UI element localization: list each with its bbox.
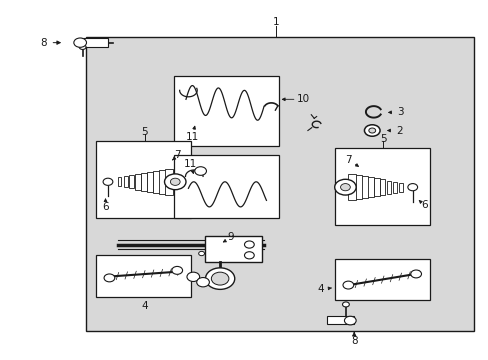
Bar: [386, 180, 390, 194]
Circle shape: [205, 268, 234, 289]
Text: 5: 5: [141, 127, 147, 136]
Circle shape: [79, 44, 86, 49]
Text: 9: 9: [227, 232, 234, 242]
Text: 8: 8: [350, 336, 357, 346]
Bar: [141, 173, 147, 190]
Bar: [205, 235, 261, 262]
Circle shape: [194, 167, 206, 175]
Bar: [399, 183, 402, 192]
Text: 6: 6: [421, 200, 427, 210]
Text: 7: 7: [174, 150, 181, 160]
Bar: [379, 180, 385, 195]
Circle shape: [342, 281, 353, 289]
Bar: [334, 148, 429, 225]
Circle shape: [186, 272, 199, 282]
Bar: [147, 172, 153, 192]
Bar: [334, 259, 429, 300]
Text: 4: 4: [141, 301, 147, 311]
Circle shape: [171, 266, 182, 274]
Bar: [153, 171, 160, 193]
Bar: [360, 176, 367, 198]
Circle shape: [211, 272, 228, 285]
Circle shape: [244, 252, 254, 259]
Text: 10: 10: [296, 94, 309, 104]
Bar: [96, 255, 190, 297]
Circle shape: [104, 274, 115, 282]
Circle shape: [368, 128, 375, 133]
Text: 3: 3: [396, 107, 403, 117]
Text: 1: 1: [272, 17, 279, 27]
Bar: [354, 175, 361, 199]
Circle shape: [198, 251, 204, 256]
Text: 11: 11: [185, 132, 199, 142]
Bar: [118, 177, 121, 186]
Circle shape: [74, 38, 86, 47]
Bar: [129, 175, 134, 188]
Bar: [123, 176, 127, 187]
Bar: [347, 174, 355, 200]
Bar: [96, 140, 190, 218]
Circle shape: [103, 178, 113, 185]
Text: 11: 11: [183, 159, 196, 169]
Bar: [173, 76, 278, 146]
Text: 2: 2: [395, 126, 402, 135]
Bar: [366, 177, 373, 197]
Bar: [86, 37, 473, 330]
Circle shape: [196, 278, 209, 287]
Text: 8: 8: [40, 38, 46, 48]
Bar: [392, 181, 396, 193]
Bar: [173, 155, 278, 218]
Text: 4: 4: [317, 284, 324, 294]
Circle shape: [407, 184, 417, 191]
Circle shape: [410, 270, 421, 278]
Bar: [158, 170, 166, 194]
Bar: [373, 179, 379, 196]
Circle shape: [342, 302, 348, 307]
Bar: [135, 174, 140, 189]
Text: 5: 5: [379, 134, 386, 144]
Bar: [327, 316, 353, 324]
Bar: [79, 39, 108, 47]
Circle shape: [344, 316, 355, 325]
Circle shape: [244, 241, 254, 248]
Circle shape: [340, 184, 349, 191]
Bar: [164, 169, 172, 195]
Text: 6: 6: [102, 202, 109, 212]
Circle shape: [170, 178, 180, 185]
Circle shape: [164, 174, 185, 190]
Circle shape: [334, 179, 355, 195]
Circle shape: [364, 125, 379, 136]
Text: 7: 7: [345, 155, 351, 165]
